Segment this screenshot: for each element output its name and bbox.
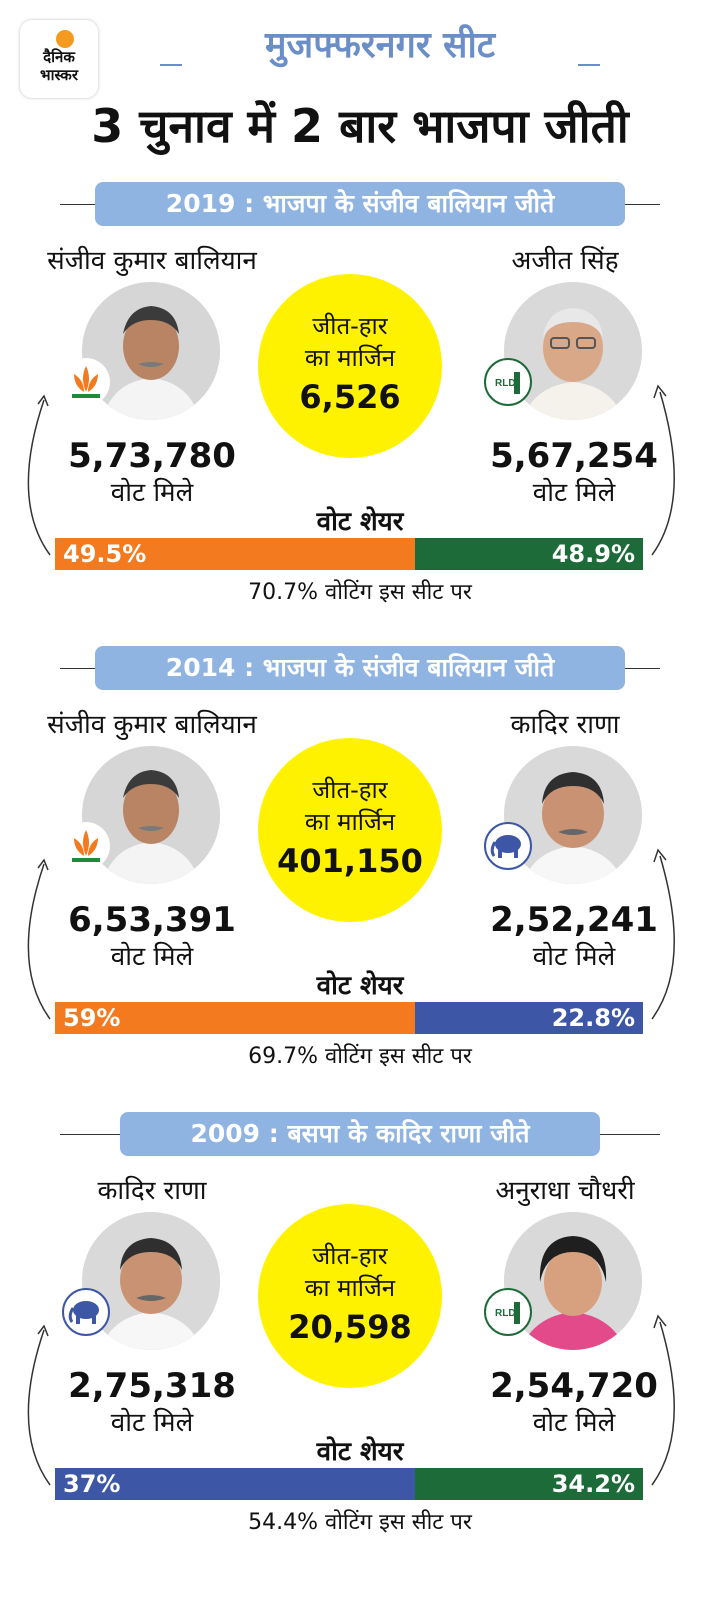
candidate-name-right: अनुराधा चौधरी: [495, 1176, 635, 1206]
candidate-name-right: कादिर राणा: [510, 710, 620, 740]
elephant-icon: [62, 1288, 110, 1336]
margin-value: 401,150: [277, 842, 423, 880]
arrow-right: [651, 1314, 675, 1486]
candidate-photo-right: [504, 1212, 642, 1350]
candidate-name-left: संजीव कुमार बालियान: [47, 246, 257, 276]
margin-label-line2: का मार्जिन: [304, 1274, 396, 1302]
dainik-bhaskar-logo: दैनिक भास्कर: [20, 20, 98, 98]
election-banner: 2014 : भाजपा के संजीव बालियान जीते: [95, 646, 625, 690]
election-banner: 2009 : बसपा के कादिर राणा जीते: [120, 1112, 600, 1156]
candidate-photo-right: [504, 746, 642, 884]
vote-share-right: 34.2%: [415, 1468, 643, 1500]
rld-icon-text: RLD: [495, 378, 516, 389]
vote-share-left: 37%: [55, 1468, 415, 1500]
arrow-left: [27, 394, 51, 556]
votes-left: 5,73,780: [68, 436, 236, 476]
lotus-icon: [62, 822, 110, 870]
turnout-text: 70.7% वोटिंग इस सीट पर: [248, 580, 472, 605]
votes-label-right: वोट मिले: [532, 1408, 616, 1438]
elephant-icon: [484, 822, 532, 870]
votes-label-left: वोट मिले: [110, 478, 194, 508]
vote-share-bar: 37% 34.2%: [55, 1468, 643, 1500]
votes-right: 5,67,254: [490, 436, 658, 476]
headline: 3 चुनाव में 2 बार भाजपा जीती: [91, 99, 629, 153]
seat-title: मुजफ्फरनगर सीट: [265, 25, 495, 66]
vote-share-label: वोट शेयर: [316, 1437, 404, 1467]
arrow-left: [27, 1324, 51, 1486]
vote-share-left: 49.5%: [55, 538, 415, 570]
candidate-name-left: कादिर राणा: [97, 1176, 207, 1206]
seat-title-rule-right: [578, 64, 600, 66]
votes-left: 2,75,318: [68, 1366, 236, 1406]
margin-label-line1: जीत-हार: [312, 776, 388, 804]
rld-icon-text: RLD: [495, 1308, 516, 1319]
candidate-name-right: अजीत सिंह: [511, 246, 619, 276]
rld-icon: RLD: [484, 358, 532, 406]
vote-share-label: वोट शेयर: [316, 971, 404, 1001]
arrow-right: [651, 384, 675, 556]
margin-label-line1: जीत-हार: [312, 1242, 388, 1270]
vote-share-bar: 59% 22.8%: [55, 1002, 643, 1034]
turnout-text: 69.7% वोटिंग इस सीट पर: [248, 1044, 472, 1069]
margin-label-line1: जीत-हार: [312, 312, 388, 340]
votes-right: 2,52,241: [490, 900, 658, 940]
vote-share-right: 48.9%: [415, 538, 643, 570]
logo-text-line2: भास्कर: [40, 66, 78, 84]
election-banner: 2019 : भाजपा के संजीव बालियान जीते: [95, 182, 625, 226]
candidate-photo-left: [82, 1212, 220, 1350]
vote-share-right: 22.8%: [415, 1002, 643, 1034]
arrow-right: [651, 848, 675, 1020]
votes-label-left: वोट मिले: [110, 942, 194, 972]
margin-circle: जीत-हार का मार्जिन 401,150: [258, 738, 442, 922]
vote-share-left: 59%: [55, 1002, 415, 1034]
votes-label-right: वोट मिले: [532, 942, 616, 972]
turnout-text: 54.4% वोटिंग इस सीट पर: [248, 1510, 472, 1535]
margin-label-line2: का मार्जिन: [304, 808, 396, 836]
seat-title-rule-left: [160, 64, 182, 66]
rld-icon: RLD: [484, 1288, 532, 1336]
arrow-left: [27, 858, 51, 1020]
candidate-photo-left: [82, 282, 220, 420]
candidate-photo-right: [504, 282, 642, 420]
margin-value: 20,598: [288, 1308, 412, 1346]
margin-label-line2: का मार्जिन: [304, 344, 396, 372]
candidate-name-left: संजीव कुमार बालियान: [47, 710, 257, 740]
vote-share-bar: 49.5% 48.9%: [55, 538, 643, 570]
votes-label-right: वोट मिले: [532, 478, 616, 508]
vote-share-label: वोट शेयर: [316, 507, 404, 537]
margin-value: 6,526: [299, 378, 401, 416]
votes-left: 6,53,391: [68, 900, 236, 940]
votes-right: 2,54,720: [490, 1366, 658, 1406]
votes-label-left: वोट मिले: [110, 1408, 194, 1438]
margin-circle: जीत-हार का मार्जिन 6,526: [258, 274, 442, 458]
logo-text-line1: दैनिक: [43, 48, 75, 66]
lotus-icon: [62, 358, 110, 406]
logo-sun-icon: [56, 30, 74, 48]
candidate-photo-left: [82, 746, 220, 884]
margin-circle: जीत-हार का मार्जिन 20,598: [258, 1204, 442, 1388]
